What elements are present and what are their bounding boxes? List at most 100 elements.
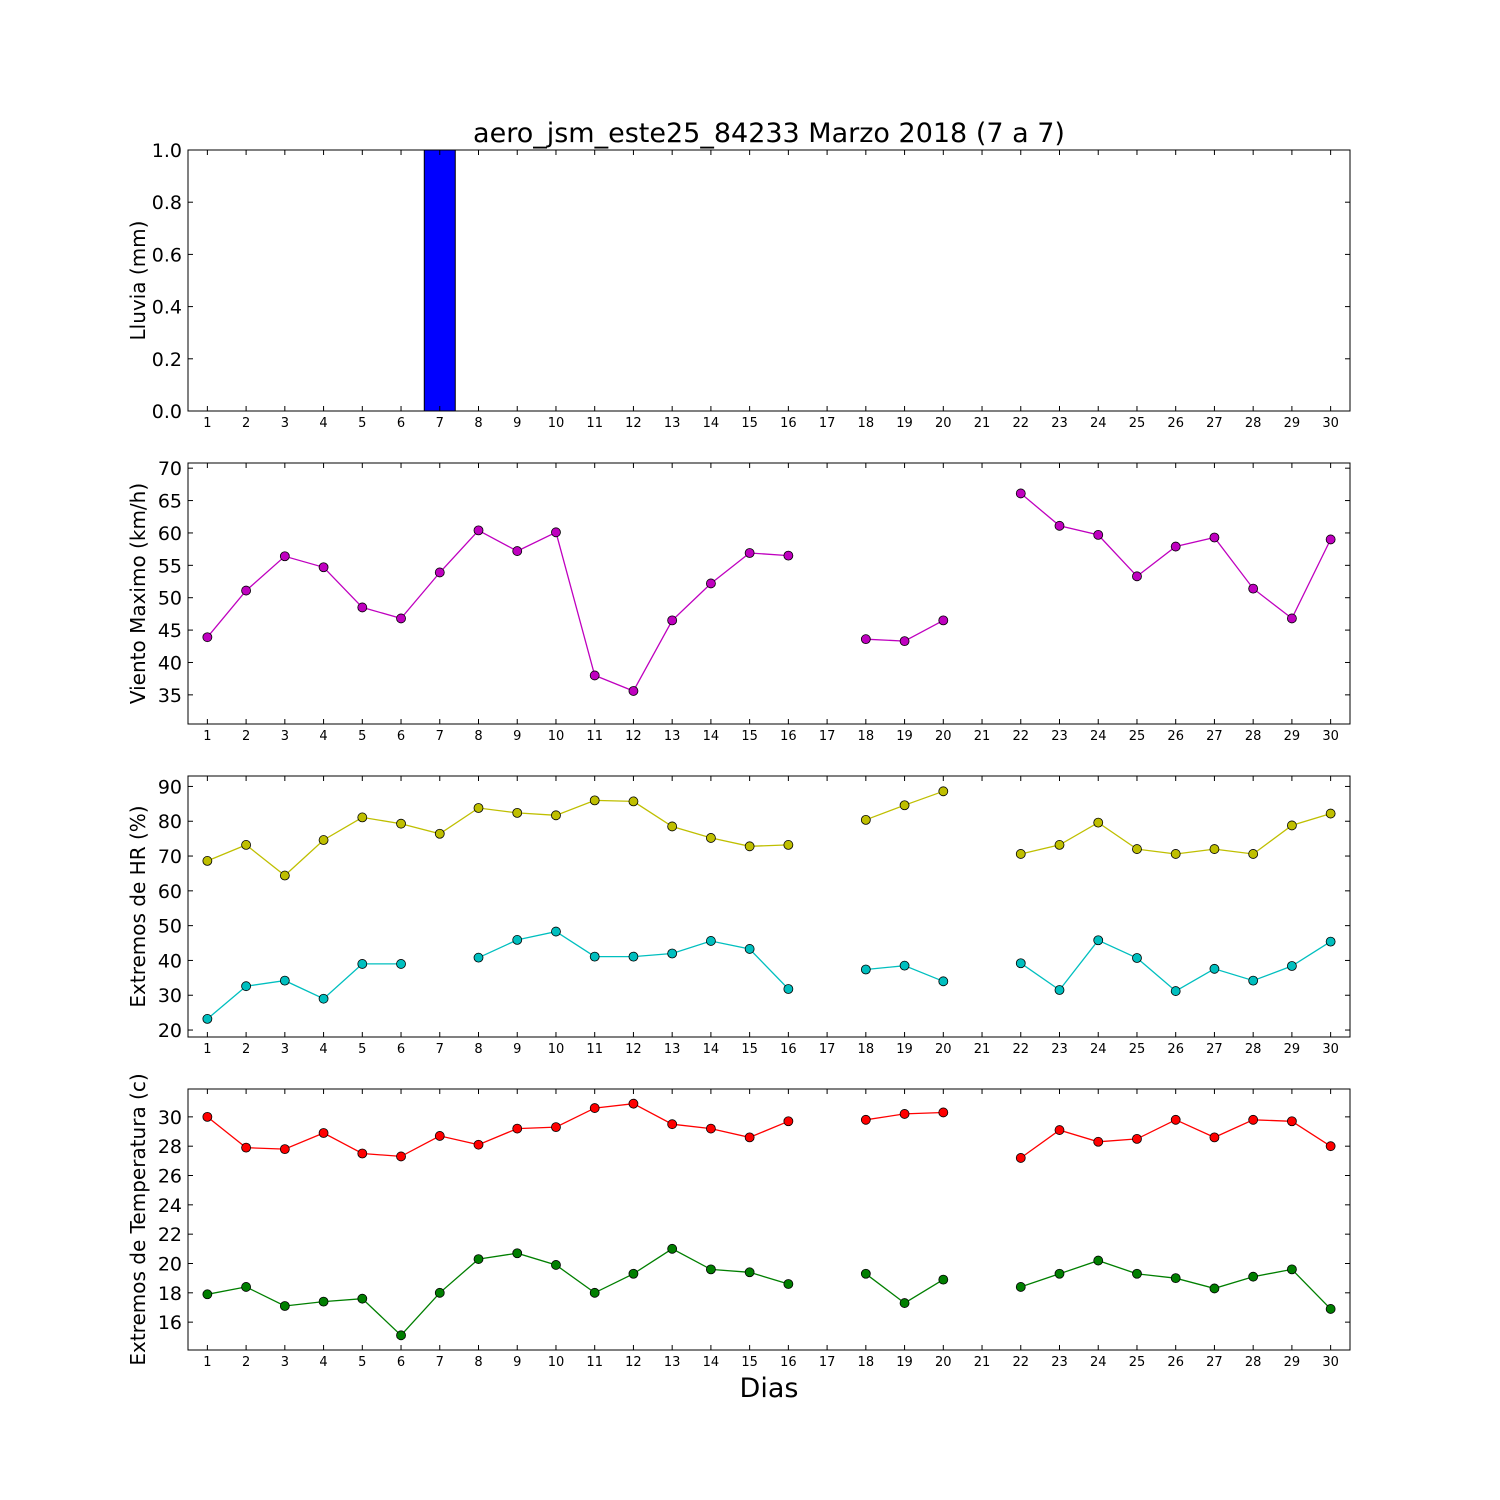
wind-series-0-point-day-23 [1054, 520, 1065, 531]
temperature-series-0-point-day-24 [1093, 1136, 1104, 1147]
rain-x-tick-label: 30 [1322, 416, 1339, 431]
temperature-series-1-point-day-6 [396, 1330, 406, 1341]
humidity-x-tick-label: 11 [586, 1042, 603, 1057]
humidity-series-1-point-day-12 [628, 951, 639, 962]
humidity-series-0-point-day-14 [706, 833, 716, 843]
wind-series-0-point-day-25 [1132, 571, 1142, 582]
temperature-series-0-point-day-25 [1132, 1133, 1142, 1144]
temperature-y-tick-label: 28 [158, 1136, 182, 1158]
humidity-series-0-point-day-12 [628, 796, 639, 807]
wind-x-tick-label: 1 [203, 729, 211, 744]
temperature-x-tick-label: 26 [1167, 1355, 1184, 1370]
temperature-x-tick-label: 1 [203, 1355, 211, 1370]
humidity-series-0-point-day-1 [202, 856, 213, 866]
temperature-x-tick-label: 2 [242, 1355, 250, 1370]
temperature-panel: 1 2 3 4 5 6 7 8 9 10 11 12 13 14 15 16 17 18 19 20 21 22 23 24 2… [126, 1073, 1351, 1370]
temperature-series-1-point-day-9 [512, 1248, 523, 1259]
rain-x-tick-label: 25 [1129, 416, 1146, 431]
temperature-y-tick-label: 26 [158, 1166, 182, 1188]
humidity-series-0-point-day-6 [396, 818, 406, 829]
humidity-x-tick-label: 14 [703, 1042, 720, 1057]
wind-series-0-point-day-3 [279, 551, 290, 562]
temperature-x-tick-label: 10 [548, 1355, 565, 1370]
temperature-x-tick-label: 6 [397, 1355, 405, 1370]
temperature-y-tick-label: 22 [158, 1224, 182, 1246]
wind-x-tick-label: 11 [586, 729, 603, 744]
humidity-y-tick-label: 40 [158, 950, 182, 972]
rain-x-tick-label: 6 [397, 416, 405, 431]
rain-x-tick-label: 10 [548, 416, 565, 431]
humidity-series-1-point-day-4 [318, 993, 329, 1004]
rain-x-tick-label: 13 [664, 416, 681, 431]
rain-x-tick-label: 4 [319, 416, 327, 431]
humidity-series-1-point-day-25 [1132, 953, 1142, 963]
humidity-series-0-point-day-16 [783, 840, 794, 850]
wind-y-tick-label: 40 [158, 652, 182, 674]
humidity-series-1-point-day-13 [667, 948, 678, 959]
humidity-x-tick-label: 22 [1012, 1042, 1029, 1057]
humidity-series-1-point-day-11 [589, 951, 600, 962]
temperature-series-0-point-day-8 [473, 1139, 484, 1150]
wind-x-tick-label: 21 [974, 729, 991, 744]
wind-y-axis-label: Viento Maximo (km/h) [126, 483, 150, 704]
temperature-series-1-point-day-10 [551, 1260, 561, 1270]
rain-y-tick-label: 0.8 [152, 192, 182, 214]
temperature-axes-frame [187, 1088, 1351, 1351]
humidity-series-1-point-day-18 [860, 964, 871, 975]
humidity-axes-frame [187, 775, 1351, 1038]
humidity-x-tick-label: 28 [1245, 1042, 1262, 1057]
temperature-series-0-point-day-11 [589, 1103, 600, 1113]
wind-y-tick-label: 65 [158, 491, 182, 513]
temperature-series-1-point-day-24 [1093, 1255, 1104, 1266]
wind-series-0-point-day-22 [1015, 488, 1026, 499]
rain-x-tick-label: 23 [1051, 416, 1068, 431]
temperature-y-tick-label: 18 [158, 1283, 182, 1305]
rain-x-tick-label: 18 [858, 416, 875, 431]
temperature-series-1-point-day-13 [667, 1243, 678, 1254]
wind-y-tick-label: 55 [158, 555, 182, 577]
humidity-x-tick-label: 12 [625, 1042, 642, 1057]
humidity-series-1-point-day-22 [1015, 958, 1026, 969]
temperature-series-0-point-day-1 [202, 1111, 213, 1122]
humidity-x-tick-label: 17 [819, 1042, 836, 1057]
humidity-x-tick-label: 25 [1129, 1042, 1146, 1057]
humidity-series-0-line-segment-0 [207, 799, 789, 877]
temperature-y-tick-label: 24 [158, 1195, 182, 1217]
temperature-series-0-point-day-30 [1325, 1141, 1336, 1152]
humidity-series-1-point-day-8 [473, 952, 484, 963]
humidity-series-1-point-day-15 [744, 944, 755, 954]
wind-x-tick-label: 27 [1206, 729, 1223, 744]
temperature-x-tick-label: 23 [1051, 1355, 1068, 1370]
rain-bar-day-7 [423, 149, 456, 412]
humidity-x-tick-label: 19 [896, 1042, 913, 1057]
x-axis-label: Dias [740, 1373, 799, 1404]
temperature-x-tick-label: 3 [281, 1355, 289, 1370]
temperature-series-0-point-day-4 [318, 1128, 329, 1138]
wind-series-0-point-day-14 [706, 578, 716, 589]
rain-y-tick-label: 0.4 [152, 297, 182, 319]
rain-x-tick-label: 12 [625, 416, 642, 431]
humidity-series-0-point-day-13 [667, 821, 678, 832]
humidity-x-tick-label: 23 [1051, 1042, 1068, 1057]
rain-x-tick-label: 1 [203, 416, 211, 431]
temperature-series-0-point-day-15 [744, 1132, 755, 1143]
humidity-y-tick-label: 20 [158, 1020, 182, 1042]
wind-x-tick-label: 30 [1322, 729, 1339, 744]
humidity-x-tick-label: 20 [935, 1042, 952, 1057]
humidity-x-tick-label: 26 [1167, 1042, 1184, 1057]
temperature-x-tick-label: 4 [319, 1355, 327, 1370]
wind-x-tick-label: 29 [1284, 729, 1301, 744]
rain-x-tick-label: 2 [242, 416, 250, 431]
wind-series-0-point-day-18 [860, 634, 871, 645]
chart-title: aero_jsm_este25_84233 Marzo 2018 (7 a 7) [473, 118, 1065, 149]
humidity-series-1-point-day-27 [1209, 963, 1220, 974]
temperature-y-axis-label: Extremos de Temperatura (c) [126, 1073, 150, 1365]
temperature-series-1-point-day-8 [473, 1254, 484, 1264]
temperature-x-tick-label: 29 [1284, 1355, 1301, 1370]
humidity-x-tick-label: 3 [281, 1042, 289, 1057]
temperature-series-0-point-day-7 [434, 1131, 445, 1141]
humidity-series-0-point-day-19 [899, 800, 910, 811]
temperature-series-0-point-day-13 [667, 1119, 678, 1130]
temperature-series-1-point-day-5 [357, 1293, 368, 1304]
rain-x-tick-label: 9 [513, 416, 521, 431]
